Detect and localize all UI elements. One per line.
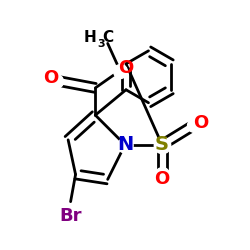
Point <box>54 78 58 82</box>
Text: O: O <box>43 69 59 87</box>
Text: C: C <box>102 30 113 45</box>
Point <box>160 172 164 176</box>
Text: S: S <box>155 135 169 154</box>
Point <box>118 68 122 72</box>
Text: N: N <box>117 135 133 154</box>
Point <box>123 143 127 147</box>
Text: 3: 3 <box>98 39 105 49</box>
Text: H: H <box>84 30 96 45</box>
Text: O: O <box>118 59 134 77</box>
Text: O: O <box>193 114 208 132</box>
Text: Br: Br <box>59 208 82 226</box>
Point <box>192 123 196 127</box>
Point <box>68 214 72 218</box>
Text: O: O <box>154 170 170 188</box>
Point <box>160 143 164 147</box>
